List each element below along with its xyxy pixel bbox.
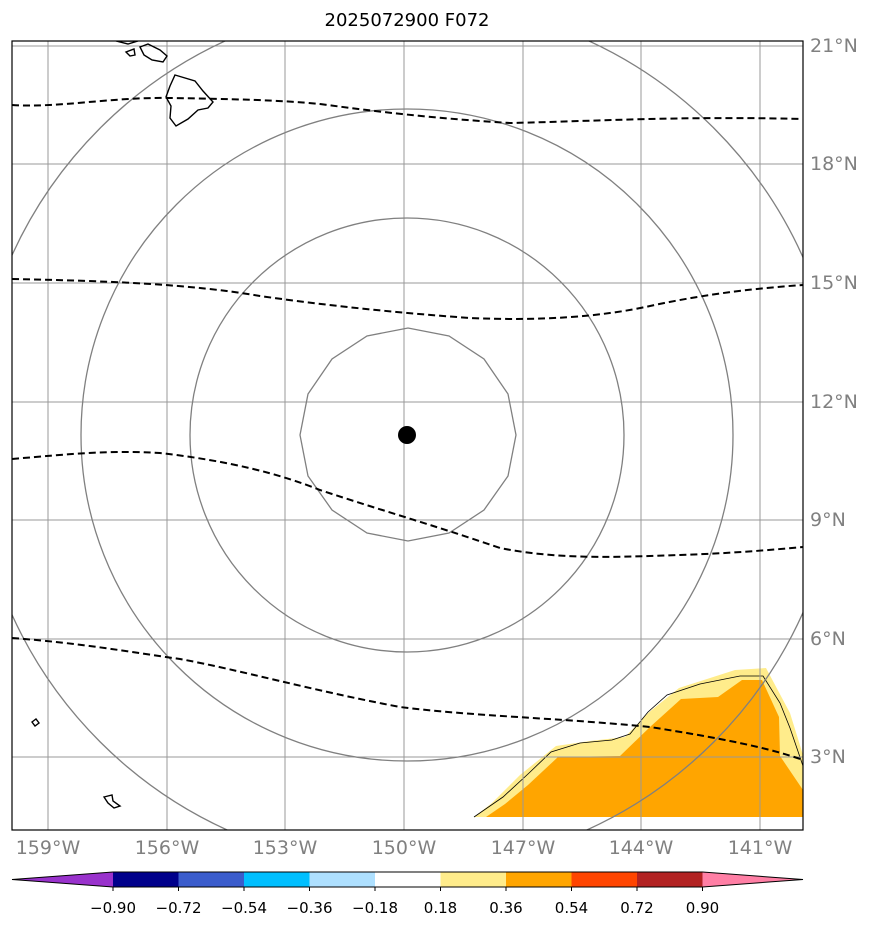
colorbar-tick-label: −0.90 [90,899,136,917]
colorbar-segment [637,872,703,887]
lat-label-18n: 18°N [810,153,858,175]
dashed-contour-1 [12,96,803,125]
lon-label-150w: 150°W [372,837,437,859]
figure-title: 2025072900 F072 [325,10,490,31]
dashed-contour-2 [12,278,803,320]
colorbar-segment [375,872,441,887]
range-rings [12,41,803,830]
colorbar-tick-label: 0.90 [686,899,719,917]
coastline-atoll-1 [31,718,40,727]
colorbar-segment [309,872,376,887]
storm-center-marker [398,426,416,444]
lon-label-144w: 144°W [609,837,674,859]
dashed-contour-4 [12,637,803,761]
range-ring-2 [189,217,625,653]
colorbar-segment [571,872,638,887]
colorbar-segment [178,872,245,887]
coastline-hawaii-big-island [165,74,214,127]
lat-label-9n: 9°N [810,509,846,531]
colorbar-tick-labels: −0.90 −0.72 −0.54 −0.36 −0.18 0.18 0.36 … [90,899,719,917]
lat-label-12n: 12°N [810,391,858,413]
lon-label-153w: 153°W [253,837,318,859]
lat-label-3n: 3°N [810,746,846,768]
colorbar-tick-label: −0.18 [352,899,398,917]
coastline-atoll-2 [102,794,122,809]
lat-label-15n: 15°N [810,272,858,294]
colorbar-segment [244,872,310,887]
dashed-contours [12,96,803,761]
lat-label-6n: 6°N [810,628,846,650]
coastline-molokai [124,48,136,57]
coastline-oahu [115,41,139,45]
lon-label-147w: 147°W [491,837,556,859]
longitude-labels: 159°W 156°W 153°W 150°W 147°W 144°W 141°… [16,837,793,859]
coastline-maui [139,43,168,63]
lon-label-156w: 156°W [135,837,200,859]
map-frame [11,40,804,831]
range-ring-1 [299,327,517,542]
lat-label-21n: 21°N [810,35,858,57]
latitude-labels: 21°N 18°N 15°N 12°N 9°N 6°N 3°N [810,35,858,768]
colorbar-tick-label: −0.72 [156,899,202,917]
shaded-region-orange [486,680,803,817]
colorbar-segments [11,871,804,891]
range-ring-3 [80,108,734,762]
lon-label-141w: 141°W [728,837,793,859]
colorbar-tick-label: 0.18 [424,899,457,917]
field-contour-thin [473,675,803,818]
coastlines [31,41,214,809]
colorbar-tick-label: 0.36 [489,899,522,917]
colorbar-tick-label: −0.54 [221,899,267,917]
map-area [12,41,803,830]
dashed-contour-3 [12,450,803,558]
colorbar-extend-max [702,872,803,887]
lon-label-159w: 159°W [16,837,81,859]
colorbar-segment [440,872,507,887]
colorbar-tick-label: −0.36 [287,899,333,917]
colorbar-tick-label: 0.54 [555,899,588,917]
colorbar: −0.90 −0.72 −0.54 −0.36 −0.18 0.18 0.36 … [11,871,804,917]
colorbar-segment [113,872,179,887]
colorbar-tick-label: 0.72 [620,899,653,917]
colorbar-extend-min [12,872,113,887]
colorbar-segment [506,872,572,887]
